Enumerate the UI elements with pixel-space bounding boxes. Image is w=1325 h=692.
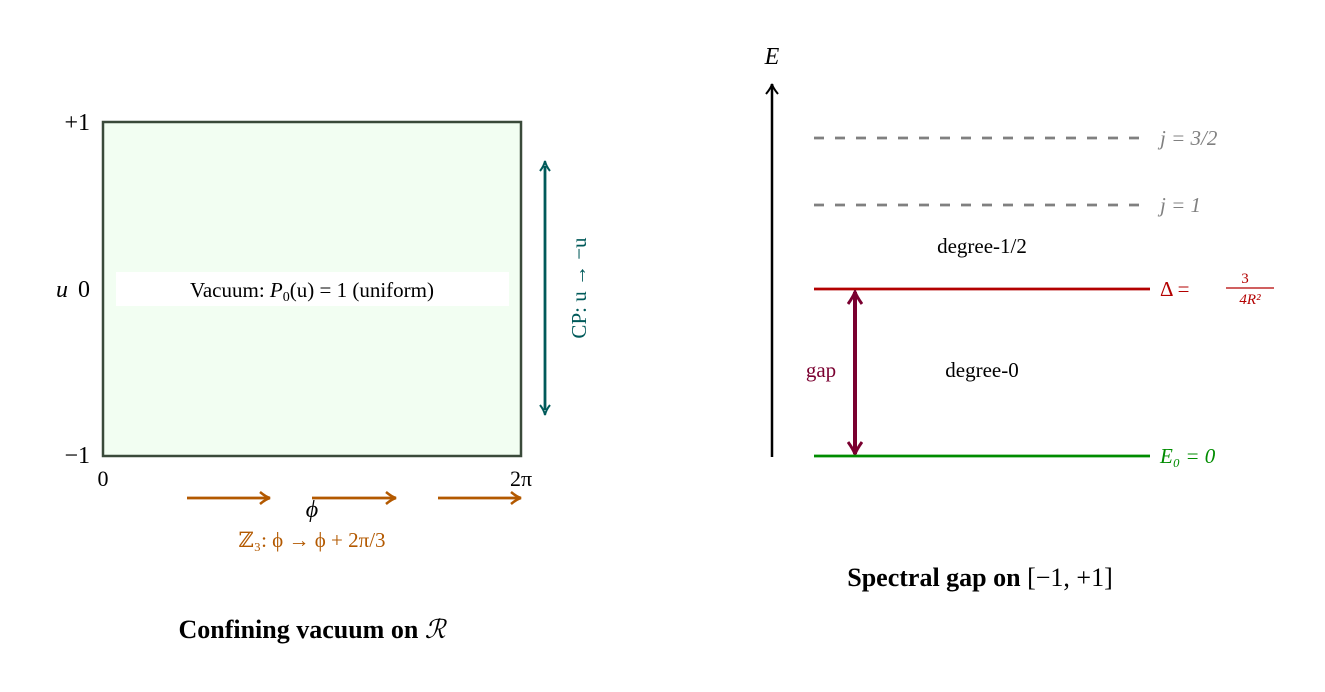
cp-symmetry-label: CP: u → −u xyxy=(567,237,591,339)
level-j-3-2-label: j = 3/2 xyxy=(1157,126,1218,150)
left-panel-title: Confining vacuum on ℛ xyxy=(178,615,447,644)
degree-half-label: degree-1/2 xyxy=(937,234,1027,258)
z3-symmetry-label: ℤ₃: ϕ → ϕ + 2π/3 xyxy=(238,528,385,552)
y-axis-label: u xyxy=(56,277,68,303)
level-delta-label: Δ = xyxy=(1160,277,1189,301)
x-axis-label: ϕ xyxy=(306,497,318,523)
x-tick-zero: 0 xyxy=(98,466,109,491)
right-panel: E j = 3/2 j = 1 degree-1/2 Δ = 3 4R² gap… xyxy=(764,44,1274,592)
vacuum-label-background xyxy=(116,272,509,306)
degree-zero-label: degree-0 xyxy=(945,358,1018,382)
y-tick-plus-one: +1 xyxy=(64,110,90,136)
left-panel: +1 u 0 −1 0 2π Vacuum: P0(u) = 1 (unifor… xyxy=(56,110,591,644)
level-e0-label: E₀ = 0 xyxy=(1159,444,1216,468)
gap-label: gap xyxy=(806,358,836,382)
delta-fraction-numerator: 3 xyxy=(1241,271,1249,287)
energy-axis-label: E xyxy=(764,44,780,70)
x-tick-two-pi: 2π xyxy=(510,466,532,491)
y-tick-minus-one: −1 xyxy=(64,443,90,469)
right-panel-title: Spectral gap on [−1, +1] xyxy=(847,563,1113,592)
vacuum-label: Vacuum: P0(u) = 1 (uniform) xyxy=(190,278,434,305)
delta-fraction-denominator: 4R² xyxy=(1239,292,1261,308)
level-j-1-label: j = 1 xyxy=(1157,193,1201,217)
y-tick-zero: 0 xyxy=(78,277,90,303)
